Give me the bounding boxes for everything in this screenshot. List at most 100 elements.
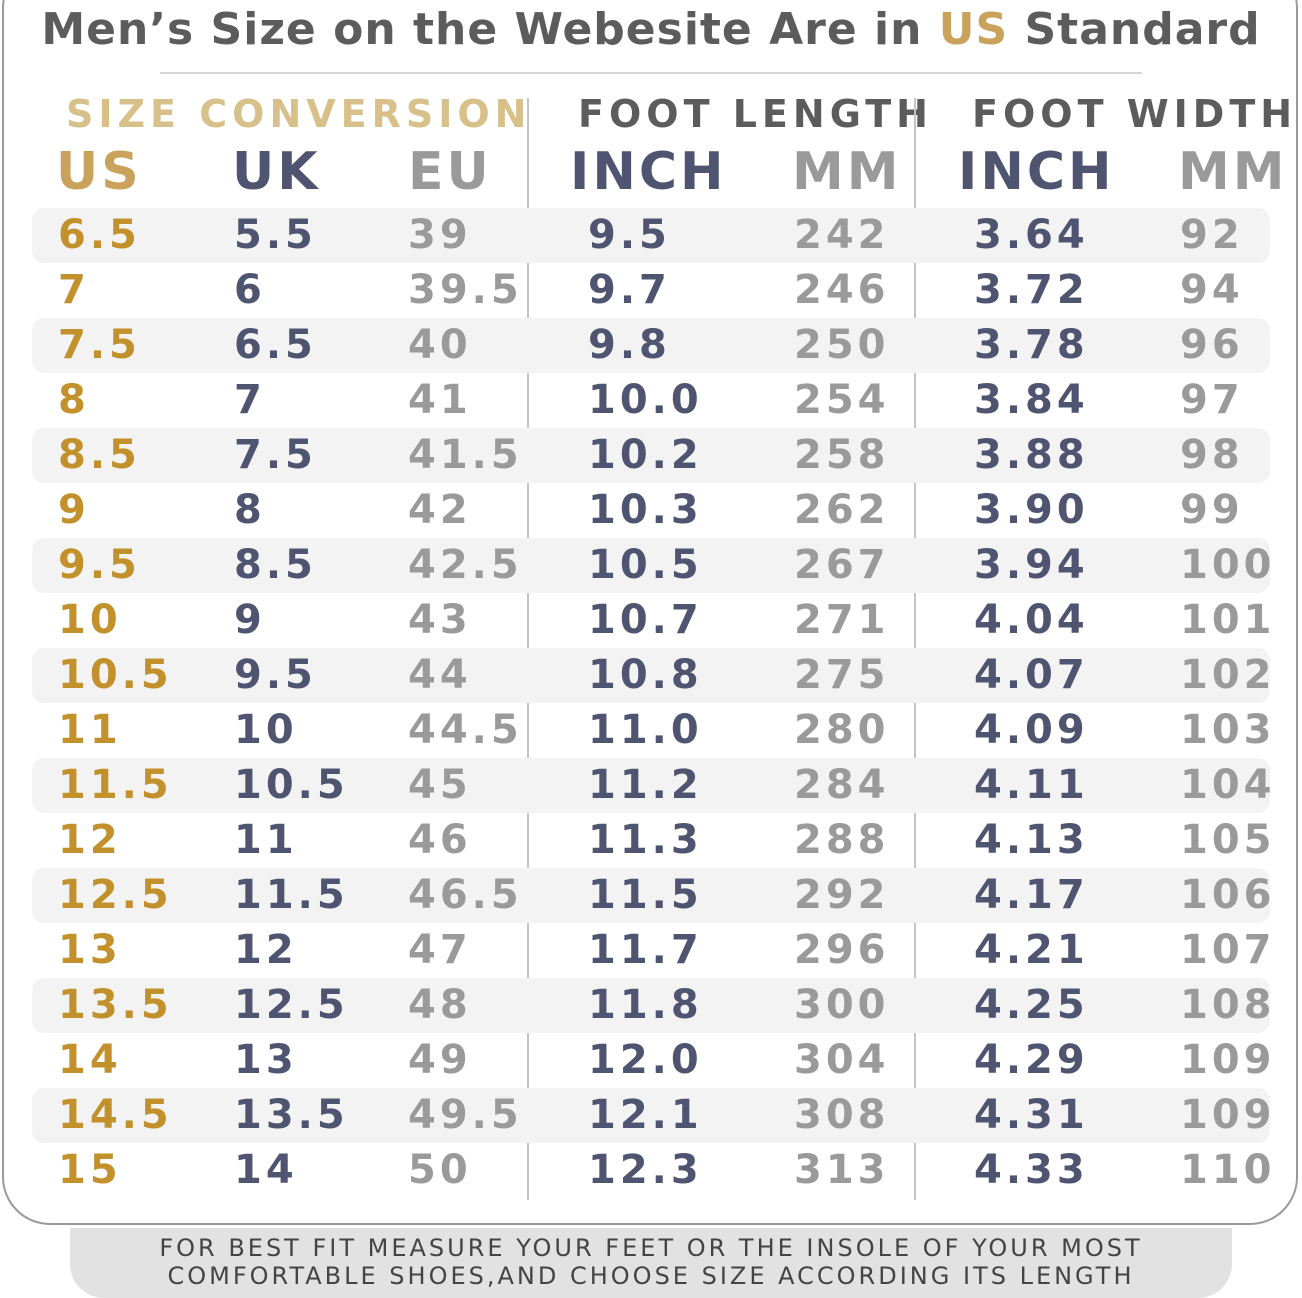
cell-uk: 12 [234, 927, 298, 973]
cell-uk: 11.5 [234, 872, 349, 918]
table-row-background [32, 648, 1270, 703]
cell-length-inch: 11.5 [588, 872, 703, 918]
cell-eu: 49.5 [408, 1092, 523, 1138]
cell-width-mm: 107 [1180, 927, 1276, 973]
column-header-length-inch: INCH [570, 142, 727, 202]
cell-length-inch: 11.3 [588, 817, 703, 863]
cell-width-mm: 100 [1180, 542, 1276, 588]
footer-line-2: COMFORTABLE SHOES,AND CHOOSE SIZE ACCORD… [167, 1262, 1135, 1290]
cell-width-inch: 4.09 [974, 707, 1089, 753]
cell-length-inch: 11.0 [588, 707, 703, 753]
cell-length-mm: 304 [794, 1037, 890, 1083]
column-header-eu: EU [408, 142, 492, 202]
cell-uk: 6 [234, 267, 266, 313]
cell-eu: 39 [408, 212, 472, 258]
cell-length-inch: 9.7 [588, 267, 671, 313]
cell-us: 15 [58, 1147, 122, 1193]
cell-eu: 49 [408, 1037, 472, 1083]
cell-length-mm: 288 [794, 817, 890, 863]
cell-uk: 5.5 [234, 212, 317, 258]
column-header-us: US [56, 142, 142, 202]
cell-uk: 12.5 [234, 982, 349, 1028]
title-text-end: Standard [1008, 4, 1261, 55]
cell-us: 10.5 [58, 652, 173, 698]
cell-length-inch: 10.2 [588, 432, 703, 478]
cell-eu: 46 [408, 817, 472, 863]
footer-note [70, 1228, 1232, 1298]
cell-uk: 14 [234, 1147, 298, 1193]
cell-length-inch: 10.5 [588, 542, 703, 588]
cell-length-mm: 258 [794, 432, 890, 478]
cell-length-inch: 10.3 [588, 487, 703, 533]
group-foot-length: FOOT LENGTH [578, 92, 933, 136]
cell-uk: 8.5 [234, 542, 317, 588]
cell-width-mm: 103 [1180, 707, 1276, 753]
cell-width-inch: 4.11 [974, 762, 1089, 808]
cell-us: 14 [58, 1037, 122, 1083]
cell-length-inch: 12.1 [588, 1092, 703, 1138]
title-accent: US [938, 4, 1009, 55]
cell-us: 9.5 [58, 542, 141, 588]
cell-width-mm: 109 [1180, 1092, 1276, 1138]
table-row-background [32, 1088, 1270, 1143]
cell-length-inch: 10.7 [588, 597, 703, 643]
cell-us: 9 [58, 487, 90, 533]
cell-eu: 44 [408, 652, 472, 698]
cell-us: 11 [58, 707, 122, 753]
cell-width-inch: 4.17 [974, 872, 1089, 918]
cell-width-mm: 104 [1180, 762, 1276, 808]
cell-width-mm: 96 [1180, 322, 1244, 368]
cell-eu: 48 [408, 982, 472, 1028]
cell-us: 11.5 [58, 762, 173, 808]
table-row-background [32, 318, 1270, 373]
cell-width-inch: 3.84 [974, 377, 1089, 423]
cell-eu: 42 [408, 487, 472, 533]
cell-us: 14.5 [58, 1092, 173, 1138]
cell-length-inch: 11.7 [588, 927, 703, 973]
cell-eu: 41 [408, 377, 472, 423]
cell-width-mm: 101 [1180, 597, 1276, 643]
footer-line-1: FOR BEST FIT MEASURE YOUR FEET OR THE IN… [159, 1234, 1143, 1262]
cell-width-inch: 3.94 [974, 542, 1089, 588]
cell-us: 13 [58, 927, 122, 973]
cell-width-mm: 97 [1180, 377, 1244, 423]
column-header-width-mm: MM [1178, 142, 1288, 202]
cell-uk: 8 [234, 487, 266, 533]
cell-width-inch: 4.25 [974, 982, 1089, 1028]
column-header-length-mm: MM [792, 142, 902, 202]
cell-length-inch: 11.8 [588, 982, 703, 1028]
cell-width-inch: 3.64 [974, 212, 1089, 258]
title-text: Men’s Size on the Webesite Are in [41, 4, 939, 55]
cell-length-mm: 250 [794, 322, 890, 368]
cell-length-mm: 313 [794, 1147, 890, 1193]
cell-length-inch: 12.0 [588, 1037, 703, 1083]
cell-eu: 50 [408, 1147, 472, 1193]
cell-us: 12 [58, 817, 122, 863]
cell-width-mm: 94 [1180, 267, 1244, 313]
cell-us: 10 [58, 597, 122, 643]
cell-uk: 13.5 [234, 1092, 349, 1138]
cell-uk: 11 [234, 817, 298, 863]
cell-uk: 7 [234, 377, 266, 423]
cell-width-mm: 109 [1180, 1037, 1276, 1083]
cell-eu: 43 [408, 597, 472, 643]
table-row-background [32, 428, 1270, 483]
cell-width-inch: 3.72 [974, 267, 1089, 313]
cell-width-mm: 98 [1180, 432, 1244, 478]
cell-width-mm: 92 [1180, 212, 1244, 258]
cell-length-mm: 275 [794, 652, 890, 698]
cell-us: 13.5 [58, 982, 173, 1028]
cell-us: 8 [58, 377, 90, 423]
title-divider [160, 72, 1142, 74]
cell-length-inch: 10.0 [588, 377, 703, 423]
cell-length-mm: 280 [794, 707, 890, 753]
group-size-conversion: SIZE CONVERSION [66, 92, 532, 136]
group-foot-width: FOOT WIDTH [972, 92, 1298, 136]
cell-length-inch: 9.5 [588, 212, 671, 258]
cell-width-mm: 102 [1180, 652, 1276, 698]
cell-us: 8.5 [58, 432, 141, 478]
cell-uk: 6.5 [234, 322, 317, 368]
cell-width-inch: 4.31 [974, 1092, 1089, 1138]
cell-length-mm: 254 [794, 377, 890, 423]
cell-width-inch: 4.07 [974, 652, 1089, 698]
